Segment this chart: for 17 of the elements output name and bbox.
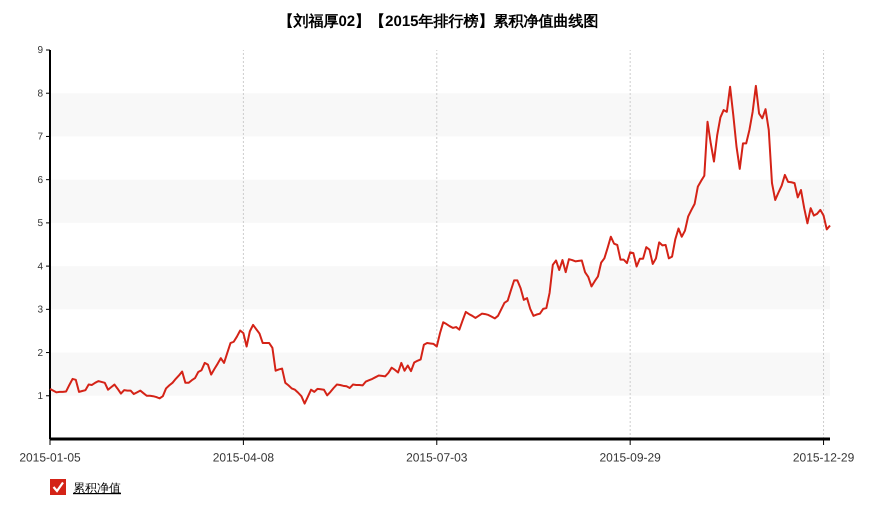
chart-title: 【刘福厚02】【2015年排行榜】累积净值曲线图 (278, 12, 599, 30)
y-tick-label: 8 (37, 88, 44, 100)
y-tick-label: 4 (37, 261, 44, 272)
y-tick-label: 2 (37, 348, 44, 359)
legend-label: 累积净值 (73, 481, 121, 495)
x-tick-label: 2015-07-03 (406, 450, 468, 465)
x-tick-label: 2015-09-29 (599, 450, 662, 465)
line-series (49, 84, 831, 405)
y-tick-label: 7 (37, 132, 44, 143)
x-tick-label: 2015-12-29 (792, 450, 855, 465)
y-tick-label: 5 (37, 218, 44, 230)
y-tick-label: 1 (37, 390, 44, 402)
y-tick-label: 9 (37, 45, 44, 56)
x-tick-label: 2015-01-05 (19, 450, 82, 465)
y-tick-label: 3 (37, 304, 44, 316)
y-tick-label: 6 (37, 174, 44, 186)
x-tick-label: 2015-04-08 (212, 450, 274, 465)
